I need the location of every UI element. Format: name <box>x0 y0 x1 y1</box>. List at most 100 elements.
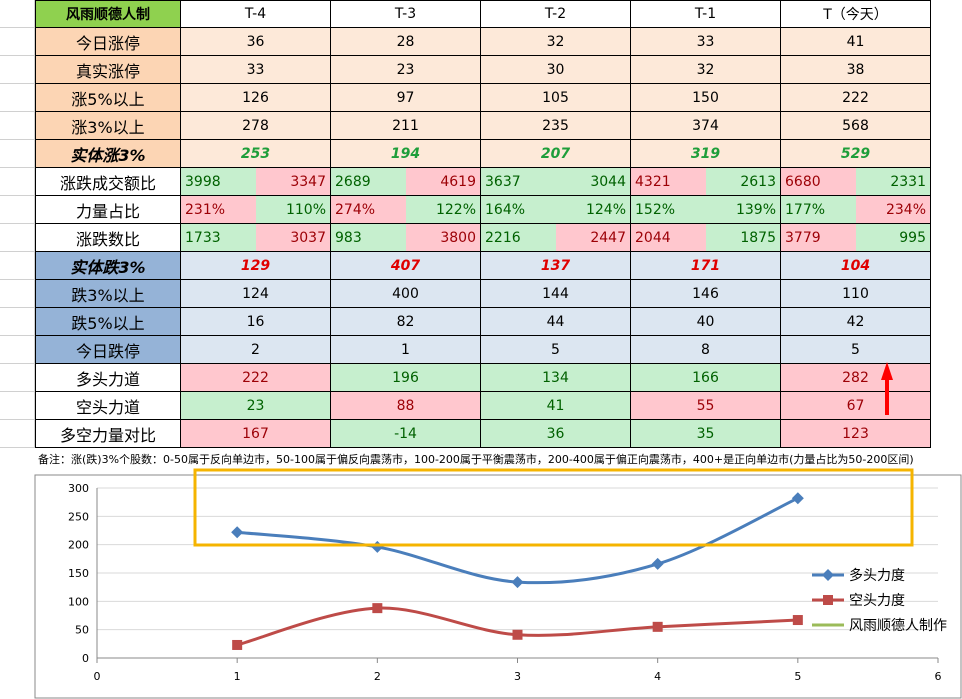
y-tick-label: 150 <box>68 567 89 580</box>
row-label: 多空力量对比 <box>35 420 181 448</box>
data-cell: 150 <box>631 84 781 112</box>
row-label: 今日跌停 <box>35 336 181 364</box>
y-tick-label: 250 <box>68 510 89 523</box>
x-tick-label: 0 <box>94 670 101 683</box>
gutter-cell <box>0 56 35 84</box>
gutter-cell <box>0 168 35 196</box>
data-cell: 41 <box>481 392 631 420</box>
split-cell: 274% <box>331 196 406 223</box>
legend-label: 风雨顺德人制作 <box>849 618 947 634</box>
data-cell: 33 <box>631 28 781 56</box>
gutter-cell <box>0 196 35 224</box>
y-tick-label: 0 <box>82 652 89 665</box>
marker <box>652 621 663 632</box>
data-cell: 5 <box>781 336 931 364</box>
gutter-cell <box>0 0 35 28</box>
x-tick-label: 6 <box>935 670 942 683</box>
row-label: 实体涨3% <box>35 140 181 168</box>
cell-frame <box>331 196 481 224</box>
header-cell: T-3 <box>331 0 481 28</box>
header-cell: T-4 <box>181 0 331 28</box>
marker <box>231 526 244 539</box>
data-cell: 167 <box>181 420 331 448</box>
marker <box>371 540 384 553</box>
x-tick-label: 1 <box>234 670 241 683</box>
split-cell: 2613 <box>706 168 780 195</box>
split-cell: 110% <box>256 196 330 223</box>
split-cell: 177% <box>781 196 856 223</box>
row-label: 涨跌成交额比 <box>35 168 181 196</box>
y-tick-label: 200 <box>68 539 89 552</box>
split-cell: 3347 <box>256 168 330 195</box>
gutter-cell <box>0 224 35 252</box>
data-cell: 44 <box>481 308 631 336</box>
data-cell: 400 <box>331 280 481 308</box>
data-cell: 35 <box>631 420 781 448</box>
data-cell: 374 <box>631 112 781 140</box>
data-cell: 144 <box>481 280 631 308</box>
gutter-cell <box>0 28 35 56</box>
gutter-cell <box>0 364 35 392</box>
series-line <box>236 606 798 647</box>
marker <box>511 576 524 589</box>
data-cell: 123 <box>781 420 931 448</box>
gutter-cell <box>0 336 35 364</box>
data-cell: 36 <box>181 28 331 56</box>
split-cell: 3637 <box>481 168 556 195</box>
split-cell: 983 <box>331 224 406 251</box>
gutter-cell <box>0 420 35 448</box>
split-cell: 3044 <box>556 168 630 195</box>
split-cell: 3779 <box>781 224 856 251</box>
data-cell: 23 <box>331 56 481 84</box>
row-label: 涨3%以上 <box>35 112 181 140</box>
split-cell: 995 <box>856 224 930 251</box>
data-cell: 67 <box>781 392 931 420</box>
row-label: 跌5%以上 <box>35 308 181 336</box>
data-cell: 110 <box>781 280 931 308</box>
split-cell: 2044 <box>631 224 706 251</box>
data-cell: 196 <box>331 364 481 392</box>
x-tick-label: 2 <box>374 670 381 683</box>
data-cell: 253 <box>181 140 331 168</box>
split-cell: 3800 <box>406 224 480 251</box>
data-cell: 211 <box>331 112 481 140</box>
data-cell: 32 <box>631 56 781 84</box>
x-tick-label: 3 <box>514 670 521 683</box>
data-cell: 126 <box>181 84 331 112</box>
y-tick-label: 50 <box>75 624 89 637</box>
data-cell: 137 <box>481 252 631 280</box>
cell-frame <box>481 196 631 224</box>
split-cell: 122% <box>406 196 480 223</box>
legend-marker <box>823 595 833 605</box>
gutter-cell <box>0 140 35 168</box>
series-line <box>237 496 799 585</box>
cell-frame <box>631 224 781 252</box>
marker <box>791 492 804 505</box>
y-tick-label: 300 <box>68 482 89 495</box>
data-cell: 38 <box>781 56 931 84</box>
row-label: 真实涨停 <box>35 56 181 84</box>
data-cell: 235 <box>481 112 631 140</box>
row-label: 空头力道 <box>35 392 181 420</box>
split-cell: 4619 <box>406 168 480 195</box>
data-cell: 1 <box>331 336 481 364</box>
marker <box>512 629 523 640</box>
split-cell: 152% <box>631 196 706 223</box>
cell-frame <box>181 168 331 196</box>
split-cell: 2331 <box>856 168 930 195</box>
data-cell: 42 <box>781 308 931 336</box>
data-cell: 146 <box>631 280 781 308</box>
data-cell: 23 <box>181 392 331 420</box>
gutter-cell <box>0 280 35 308</box>
marker <box>651 557 664 570</box>
legend-label: 空头力度 <box>849 593 905 609</box>
data-cell: 33 <box>181 56 331 84</box>
split-cell: 124% <box>556 196 630 223</box>
marker <box>792 615 803 626</box>
cell-frame <box>481 224 631 252</box>
cell-frame <box>181 224 331 252</box>
data-cell: 82 <box>331 308 481 336</box>
data-cell: 407 <box>331 252 481 280</box>
data-cell: 88 <box>331 392 481 420</box>
